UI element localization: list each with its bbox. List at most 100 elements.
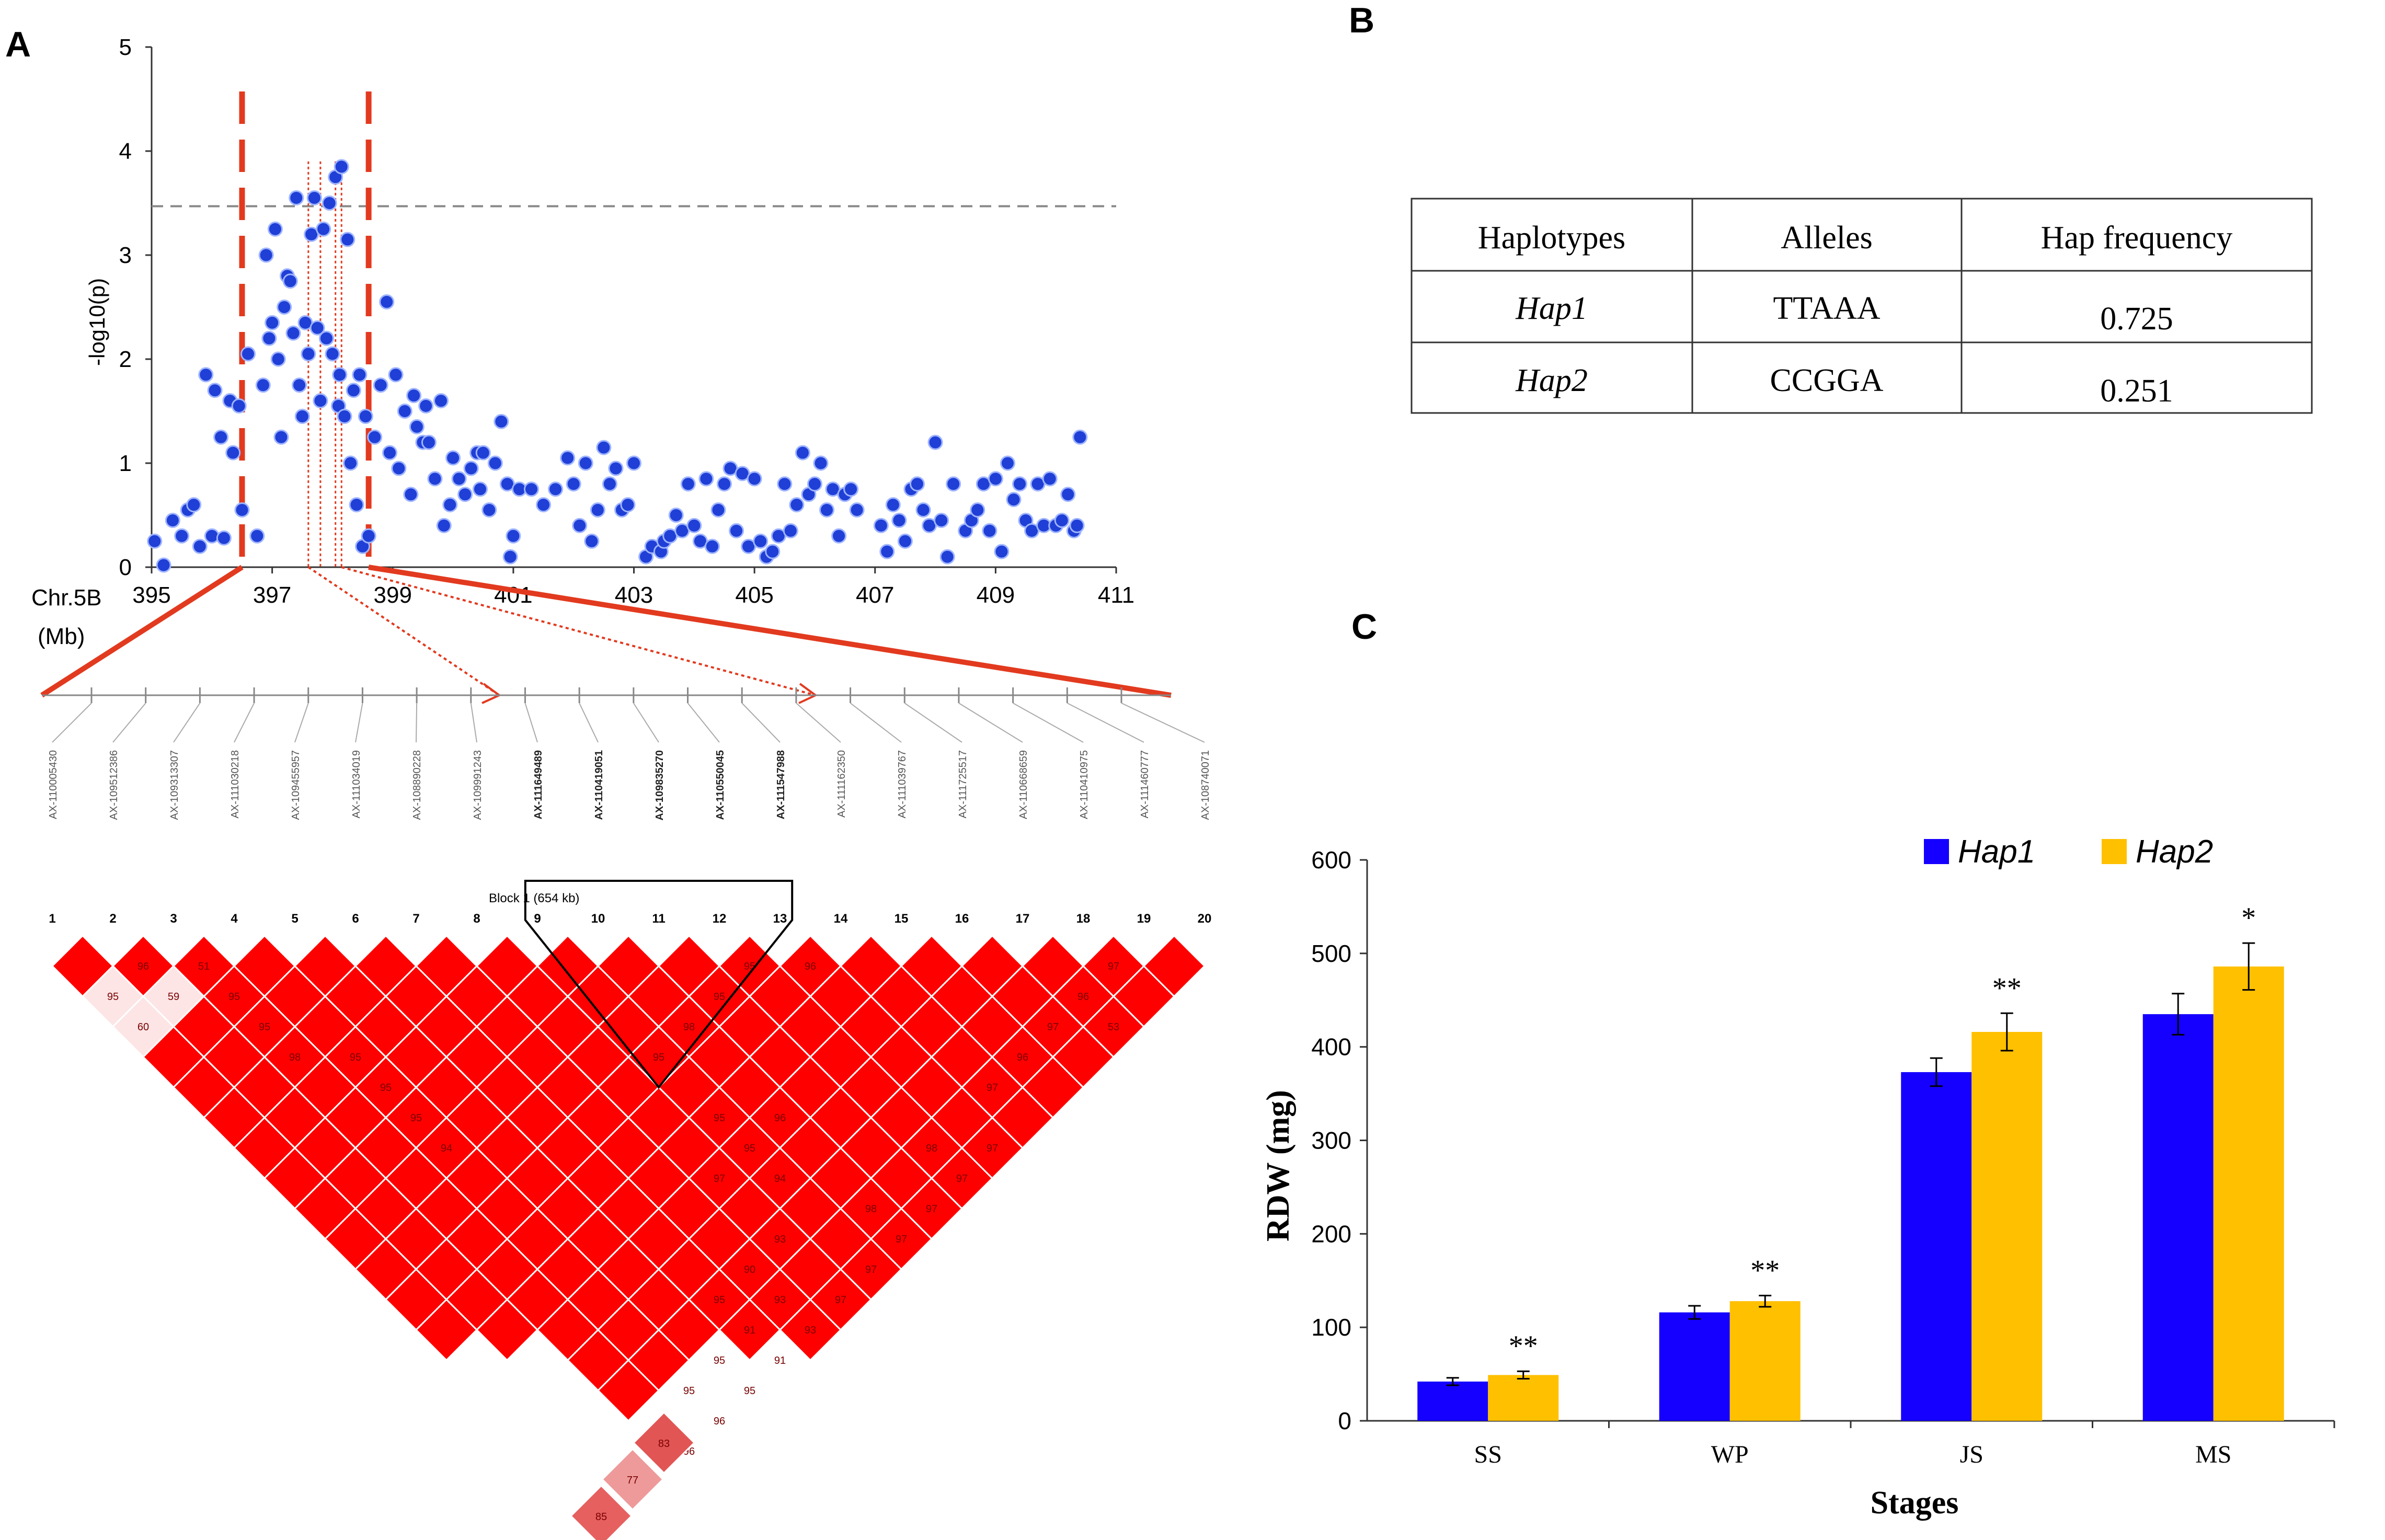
data-point <box>970 502 985 518</box>
ld-value: 97 <box>714 1173 725 1185</box>
data-point <box>433 393 449 409</box>
data-point <box>897 533 913 549</box>
data-point <box>502 549 518 565</box>
snp-leader <box>416 703 418 743</box>
manhattan-points <box>147 159 1088 573</box>
data-point <box>909 476 925 492</box>
ld-value: 95 <box>714 991 725 1003</box>
ld-value: 97 <box>1047 1021 1059 1033</box>
ld-value: 97 <box>896 1234 907 1245</box>
panel-label-b: B <box>1349 1 1374 40</box>
data-point <box>765 544 781 559</box>
data-point <box>373 377 388 393</box>
snp-leader <box>796 703 841 743</box>
x-tick-label: 405 <box>735 582 773 608</box>
y-tick-label: 0 <box>119 555 132 580</box>
snp-leader <box>958 703 1023 743</box>
ld-value: 91 <box>774 1355 786 1366</box>
data-point <box>1072 429 1088 445</box>
data-point <box>602 476 617 492</box>
ld-value: 97 <box>865 1264 877 1275</box>
bar-category-label: SS <box>1474 1441 1502 1468</box>
data-point <box>445 450 461 466</box>
data-point <box>584 533 600 549</box>
data-point <box>186 497 202 513</box>
ld-extra-value: 85 <box>595 1511 607 1523</box>
ld-value: 95 <box>653 1052 664 1063</box>
snp-label: AX-111547988 <box>775 750 787 819</box>
snp-index: 9 <box>534 912 541 926</box>
data-point <box>301 346 316 362</box>
data-point <box>849 502 865 518</box>
ld-value: 95 <box>410 1112 422 1124</box>
legend-swatch-hap1 <box>1924 839 1949 864</box>
ld-cell-labels: 96 95 51 59 60 95 95 98 95 95 95 94 95 96 95 98 95 97 96 97… <box>107 961 1119 1457</box>
data-point <box>289 190 304 206</box>
data-point <box>261 330 277 346</box>
data-point <box>343 455 359 471</box>
data-point <box>807 476 822 492</box>
data-point <box>361 528 376 544</box>
y-tick-label: 4 <box>119 139 132 164</box>
data-point <box>294 408 310 424</box>
data-point <box>481 502 497 518</box>
snp-index: 6 <box>352 912 359 926</box>
data-point <box>207 383 223 398</box>
ld-cell <box>1142 934 1206 998</box>
data-point <box>608 461 624 476</box>
snp-label: AX-109313307 <box>169 750 180 820</box>
data-point <box>255 377 271 393</box>
data-point <box>1060 487 1076 502</box>
y-tick-label: 2 <box>119 347 132 372</box>
ld-value: 96 <box>805 961 816 972</box>
bar-legend: Hap1 Hap2 <box>1924 834 2213 870</box>
snp-index: 3 <box>170 912 177 926</box>
bar-y-tick-label: 200 <box>1311 1220 1351 1247</box>
table-border <box>1411 198 2313 414</box>
snp-leader <box>904 703 962 743</box>
bar-hap1 <box>1659 1312 1730 1421</box>
ld-value: 97 <box>926 1203 937 1215</box>
data-point <box>494 413 509 429</box>
data-point <box>927 434 943 450</box>
data-point <box>427 471 443 487</box>
arrow-head <box>481 683 501 704</box>
bar-category-label: WP <box>1711 1441 1749 1468</box>
legend-swatch-hap2 <box>2102 839 2127 864</box>
data-point <box>174 528 190 544</box>
data-point <box>258 247 274 263</box>
data-point <box>915 502 931 518</box>
data-point <box>249 528 265 544</box>
y-tick-label: 1 <box>119 451 132 476</box>
data-point <box>843 481 859 497</box>
snp-leader <box>470 703 477 743</box>
ld-value: 96 <box>714 1416 725 1427</box>
data-point <box>873 518 889 533</box>
data-point <box>403 487 419 502</box>
ld-value: 95 <box>228 991 240 1003</box>
table-header-frequency: Hap frequency <box>2041 220 2233 256</box>
ld-value: 95 <box>744 1385 755 1397</box>
data-point <box>421 434 437 450</box>
bar-hap2 <box>1729 1301 1801 1421</box>
y-tick-label: 3 <box>119 243 132 268</box>
data-point <box>988 471 1003 487</box>
bar-hap2 <box>1488 1375 1559 1421</box>
ld-value: 97 <box>956 1173 968 1185</box>
zoom-connector-dotted <box>307 566 500 696</box>
snp-index: 13 <box>773 912 787 926</box>
table-cell-hap: Hap1 <box>1515 291 1588 326</box>
ld-value: 95 <box>683 1385 695 1397</box>
snp-label: AX-110005430 <box>48 750 59 819</box>
data-point <box>716 476 732 492</box>
table-cell-alleles: CCGGA <box>1770 363 1883 398</box>
data-point <box>1042 471 1058 487</box>
significance-mark: * <box>2241 902 2256 934</box>
data-point <box>994 544 1010 559</box>
data-point <box>409 419 425 434</box>
ld-value: 96 <box>1017 1052 1028 1063</box>
bar-marks: ******* <box>1417 902 2284 1421</box>
snp-label: AX-111460777 <box>1139 750 1151 818</box>
data-point <box>729 523 744 538</box>
table-header-alleles: Alleles <box>1781 220 1873 256</box>
